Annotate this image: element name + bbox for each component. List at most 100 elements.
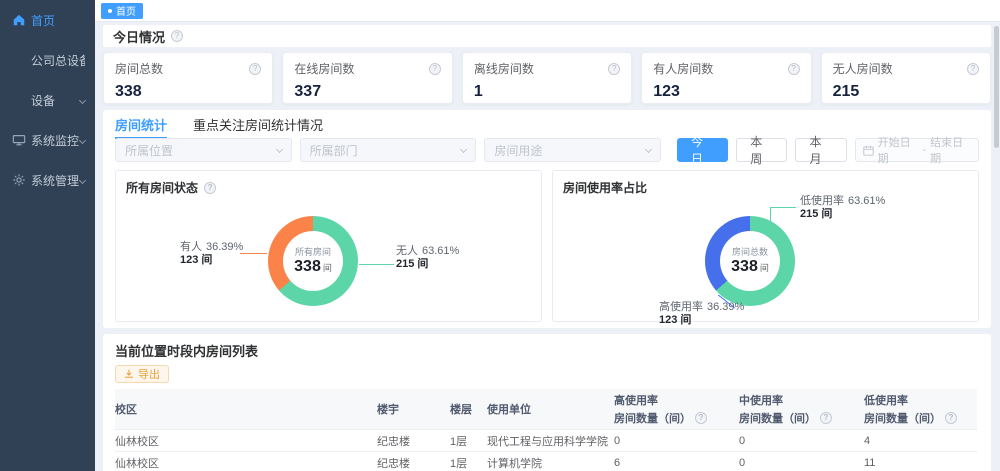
leader-line <box>359 264 394 265</box>
today-button[interactable]: 今日 <box>677 135 729 166</box>
chevron-down-icon <box>78 176 87 184</box>
stat-card-offline-rooms: 离线房间数 ? 1 <box>461 52 633 104</box>
sidebar: 首页 公司总设备 设备 系统监控 系统管理 <box>0 0 95 471</box>
sidebar-item-label: 系统管理 <box>31 173 80 188</box>
stat-label: 有人房间数 <box>653 62 714 76</box>
cell-high-usage: 0 <box>614 429 739 452</box>
slice-label-occupied: 有人 36.39% 123 间 <box>180 241 244 266</box>
cell-building: 纪忠楼 <box>377 429 450 452</box>
today-title: 今日情况 <box>113 29 166 45</box>
select-placeholder: 所属部门 <box>309 143 358 158</box>
stat-cards-row: 房间总数 ? 338 在线房间数 ? 337 离线房间数 ? 1 <box>103 52 992 104</box>
cell-building: 纪忠楼 <box>377 451 450 471</box>
info-icon[interactable]: ? <box>787 62 800 75</box>
cell-low-usage: 11 <box>864 451 977 471</box>
stat-card-empty-rooms: 无人房间数 ? 215 <box>820 52 992 104</box>
cell-mid-usage: 0 <box>739 451 864 471</box>
center-unit: 间 <box>322 263 332 273</box>
stat-label: 房间总数 <box>115 62 164 76</box>
cell-campus: 仙林校区 <box>115 429 377 452</box>
leader-line <box>240 253 267 254</box>
filter-row: 所属位置 所属部门 房间用途 今日 本周 本月 开始日期 <box>115 135 979 166</box>
help-icon[interactable]: ? <box>945 412 957 424</box>
col-building: 楼宇 <box>377 389 450 430</box>
room-purpose-select[interactable]: 房间用途 <box>484 138 662 162</box>
monitor-icon <box>12 133 26 147</box>
dot-icon <box>108 8 112 13</box>
chevron-down-icon <box>644 145 653 153</box>
room-usage-rate-chart: 房间使用率占比 房间总数 338 间 低使用率 63.61% 215 间 <box>552 170 979 326</box>
col-floor: 楼层 <box>450 389 487 430</box>
info-icon[interactable]: ? <box>608 62 621 75</box>
col-high-usage: 高使用率 房间数量（间）? <box>614 389 739 430</box>
col-low-usage: 低使用率 房间数量（间）? <box>864 389 977 430</box>
department-select[interactable]: 所属部门 <box>299 138 477 162</box>
stat-label: 在线房间数 <box>294 62 355 76</box>
table-header-row: 校区 楼宇 楼层 使用单位 高使用率 房间数量（间）? 中使用率 房间数量（间）… <box>115 389 977 430</box>
center-unit: 间 <box>759 263 769 273</box>
cell-floor: 1层 <box>450 451 487 471</box>
cell-campus: 仙林校区 <box>115 451 377 471</box>
chart-title: 房间使用率占比 <box>563 181 648 195</box>
info-icon[interactable]: ? <box>967 62 980 75</box>
room-list-title: 当前位置时段内房间列表 <box>115 344 259 359</box>
donut-chart: 房间总数 338 间 <box>705 216 795 306</box>
tab-room-statistics[interactable]: 房间统计 <box>115 115 168 139</box>
home-icon <box>12 13 26 27</box>
cell-floor: 1层 <box>450 429 487 452</box>
tab-home[interactable]: 首页 <box>101 2 143 19</box>
sidebar-item-system-management[interactable]: 系统管理 <box>0 160 95 200</box>
stat-card-total-rooms: 房间总数 ? 338 <box>103 52 274 104</box>
export-button[interactable]: 导出 <box>115 365 169 383</box>
sidebar-item-label: 公司总设备 <box>31 53 85 68</box>
tab-key-rooms-statistics[interactable]: 重点关注房间统计情况 <box>193 118 324 133</box>
info-icon[interactable]: ? <box>249 62 262 75</box>
sidebar-item-home[interactable]: 首页 <box>0 0 95 40</box>
sidebar-item-label: 首页 <box>31 13 56 28</box>
help-icon[interactable]: ? <box>171 30 184 42</box>
chevron-down-icon <box>78 136 87 144</box>
sidebar-item-monitoring[interactable]: 系统监控 <box>0 120 95 160</box>
stat-label: 无人房间数 <box>832 62 893 76</box>
room-statistics-panel: 房间统计 重点关注房间统计情况 所属位置 所属部门 房间用途 今日 本 <box>103 110 991 328</box>
help-icon[interactable]: ? <box>204 181 217 194</box>
scrollbar-thumb[interactable] <box>994 26 999 148</box>
info-icon[interactable]: ? <box>428 62 441 75</box>
charts-row: 所有房间状态 ? 所有房间 338 间 有人 36.39% 123 间 <box>115 170 979 326</box>
stat-card-occupied-rooms: 有人房间数 ? 123 <box>641 52 812 104</box>
leader-line <box>770 207 796 224</box>
stat-card-online-rooms: 在线房间数 ? 337 <box>282 52 453 104</box>
sidebar-item-label: 系统监控 <box>31 133 80 148</box>
this-month-button[interactable]: 本月 <box>795 135 847 166</box>
chevron-down-icon <box>78 96 87 104</box>
table-row[interactable]: 仙林校区 纪忠楼 1层 计算机学院 6 0 11 <box>115 451 977 471</box>
stat-label: 离线房间数 <box>473 62 534 76</box>
chevron-down-icon <box>275 145 283 153</box>
room-list-panel: 当前位置时段内房间列表 导出 校区 楼宇 楼层 使用单位 高使用率 <box>103 334 991 471</box>
all-room-status-chart: 所有房间状态 ? 所有房间 338 间 有人 36.39% 123 间 <box>115 170 542 322</box>
help-icon[interactable]: ? <box>695 412 707 424</box>
sidebar-item-company-devices[interactable]: 公司总设备 <box>0 40 95 80</box>
table-row[interactable]: 仙林校区 纪忠楼 1层 现代工程与应用科学学院 0 0 4 <box>115 429 977 452</box>
stat-value: 337 <box>294 83 322 100</box>
cell-low-usage: 4 <box>864 429 977 452</box>
slice-label-empty: 无人 63.61% 215 间 <box>396 245 460 270</box>
location-select[interactable]: 所属位置 <box>115 138 292 162</box>
donut-center-label: 所有房间 338 间 <box>268 216 358 306</box>
chart-title: 所有房间状态 <box>126 181 199 195</box>
col-mid-usage: 中使用率 房间数量（间）? <box>739 389 864 430</box>
stat-value: 123 <box>653 83 680 100</box>
help-icon[interactable]: ? <box>820 412 832 424</box>
calendar-icon <box>862 145 874 156</box>
start-date-placeholder: 开始日期 <box>877 137 911 165</box>
chevron-down-icon <box>460 145 468 153</box>
cell-high-usage: 6 <box>614 451 739 471</box>
gear-icon <box>12 173 26 187</box>
main-area: 首页 今日情况 ? 房间总数 ? 338 在线房间数 ? 337 <box>95 0 1000 471</box>
sidebar-item-devices[interactable]: 设备 <box>0 80 95 120</box>
slice-label-low-usage: 低使用率 63.61% 215 间 <box>800 195 886 220</box>
stat-value: 1 <box>473 83 483 100</box>
cell-mid-usage: 0 <box>739 429 864 452</box>
this-week-button[interactable]: 本周 <box>736 135 788 166</box>
date-range-picker[interactable]: 开始日期 - 结束日期 <box>854 137 979 165</box>
